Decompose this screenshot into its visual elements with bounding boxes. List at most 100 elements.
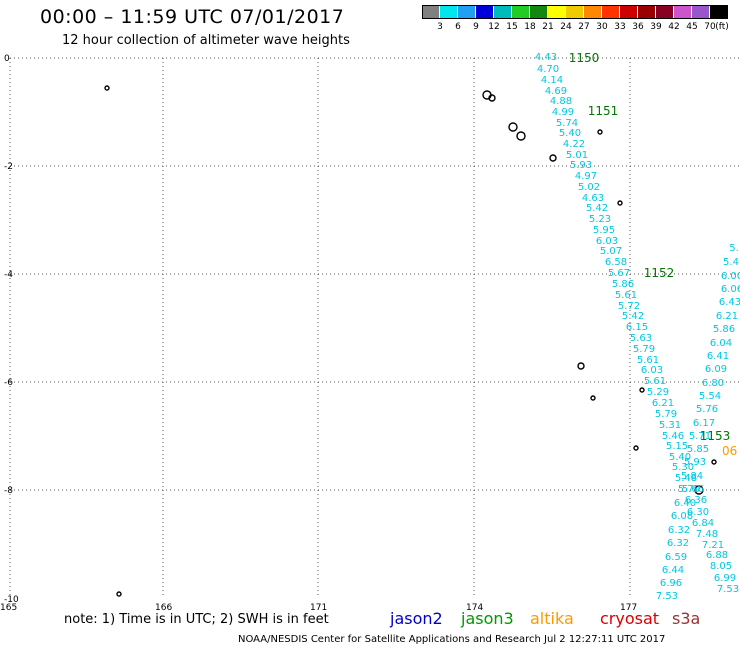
sat-jason3: jason3	[461, 609, 514, 628]
island-shape	[639, 387, 645, 393]
wave-height-label: 5.79	[633, 344, 655, 355]
sat-jason2: jason2	[390, 609, 443, 628]
wave-height-label: 5.	[729, 243, 739, 254]
wave-height-label: 7.53	[717, 584, 739, 595]
legend-swatch	[656, 5, 673, 19]
wave-height-label: 7.21	[702, 540, 724, 551]
wave-height-label: 4.69	[545, 86, 567, 97]
wave-height-label: 6.40	[674, 498, 696, 509]
credit-line: NOAA/NESDIS Center for Satellite Applica…	[238, 634, 666, 645]
wave-height-label: 5.93	[684, 457, 706, 468]
wave-height-label: 5.95	[593, 225, 615, 236]
sat-altika: altika	[530, 609, 574, 628]
legend-swatch	[710, 5, 727, 19]
legend-swatch	[584, 5, 601, 19]
wave-height-label: 5.86	[713, 324, 735, 335]
wave-height-label: 5.85	[687, 444, 709, 455]
wave-height-label: 5.30	[672, 462, 694, 473]
map-subtitle: 12 hour collection of altimeter wave hei…	[62, 33, 350, 48]
legend-label: 24	[560, 22, 572, 32]
sat-s3a: s3a	[672, 609, 701, 628]
legend-swatch	[602, 5, 619, 19]
legend-label: 30	[596, 22, 608, 32]
legend-swatch	[530, 5, 547, 19]
wave-height-label: 5.40	[559, 128, 581, 139]
wave-height-label: 5.72	[618, 301, 640, 312]
wave-height-label: 4.14	[541, 75, 563, 86]
island-shape	[617, 200, 623, 206]
wave-height-label: 5.15	[666, 441, 688, 452]
legend-label: 70	[704, 22, 716, 32]
wave-height-label: 7.48	[696, 529, 718, 540]
legend-label: 6	[455, 22, 461, 32]
legend-swatch	[620, 5, 637, 19]
island-shape	[549, 154, 557, 162]
wave-height-label: 6.84	[692, 518, 714, 529]
wave-height-label: 6.32	[668, 525, 690, 536]
wave-height-label: 6.41	[707, 351, 729, 362]
wave-height-label: 6.88	[706, 550, 728, 561]
island-shape	[104, 85, 110, 91]
island-shape	[488, 94, 496, 102]
wave-height-label: 4.63	[582, 193, 604, 204]
legend-label: 36	[632, 22, 644, 32]
wave-height-label: 5.4	[723, 257, 739, 268]
wave-height-label: 6.44	[662, 565, 684, 576]
orbit-number-label: 1151	[588, 104, 619, 118]
island-shape	[516, 131, 526, 141]
wave-height-label: 4.88	[550, 96, 572, 107]
wave-height-label: 6.36	[685, 495, 707, 506]
wave-height-label: 6.21	[716, 311, 738, 322]
wave-height-label: 6.99	[714, 573, 736, 584]
wave-height-label: 6.32	[667, 538, 689, 549]
orbit-number-label: 1150	[569, 51, 600, 65]
legend-label: 9	[473, 22, 479, 32]
wave-height-label: 5.66	[682, 484, 704, 495]
legend-swatch	[692, 5, 709, 19]
wave-height-label: 5.54	[699, 391, 721, 402]
map-title: 00:00 – 11:59 UTC 07/01/2017	[40, 6, 345, 28]
wave-height-label: 5.86	[612, 279, 634, 290]
y-tick-label: -4	[4, 270, 13, 280]
legend-label: 45	[686, 22, 698, 32]
legend-label: 12	[488, 22, 500, 32]
wave-height-label: 5.76	[696, 404, 718, 415]
wave-height-label: 5.07	[600, 246, 622, 257]
island-shape	[633, 445, 639, 451]
wave-height-label: 6.30	[687, 507, 709, 518]
wave-height-label: 4.99	[552, 107, 574, 118]
sat-cryosat: cryosat	[600, 609, 660, 628]
legend-swatch	[422, 5, 439, 19]
x-tick-label: 165	[0, 603, 17, 610]
wave-height-label: 5.63	[630, 333, 652, 344]
legend-swatch	[440, 5, 457, 19]
legend-swatch	[548, 5, 565, 19]
wave-height-label: 5.48	[675, 473, 697, 484]
footer-note: note: 1) Time is in UTC; 2) SWH is in fe…	[64, 612, 329, 627]
wave-height-label: 6.06	[721, 284, 740, 295]
x-tick-label: 177	[620, 603, 637, 610]
x-tick-label: 174	[466, 603, 483, 610]
wave-height-label: 6.09	[705, 364, 727, 375]
y-tick-label: 0	[4, 54, 10, 64]
y-tick-label: -10	[4, 595, 19, 605]
orbit-number-label: 1153	[700, 429, 731, 443]
wave-height-label: 5.71	[689, 431, 711, 442]
wave-height-label: 8.05	[710, 561, 732, 572]
wave-height-label: 5.67	[608, 268, 630, 279]
legend-swatch	[638, 5, 655, 19]
island-shape	[711, 459, 717, 465]
legend-label: 27	[578, 22, 590, 32]
legend-label: 15	[506, 22, 518, 32]
island-shape	[482, 90, 492, 100]
wave-height-label: 6.03	[596, 236, 618, 247]
island-shape	[694, 485, 704, 495]
island-shape	[590, 395, 596, 401]
wave-height-label: 5.70	[678, 484, 700, 495]
legend-label: 39	[650, 22, 662, 32]
wave-height-label: 5.74	[556, 118, 578, 129]
wave-height-label: 5.84	[681, 471, 703, 482]
wave-height-label: 6.21	[652, 398, 674, 409]
wave-height-label: 6.43	[719, 297, 740, 308]
